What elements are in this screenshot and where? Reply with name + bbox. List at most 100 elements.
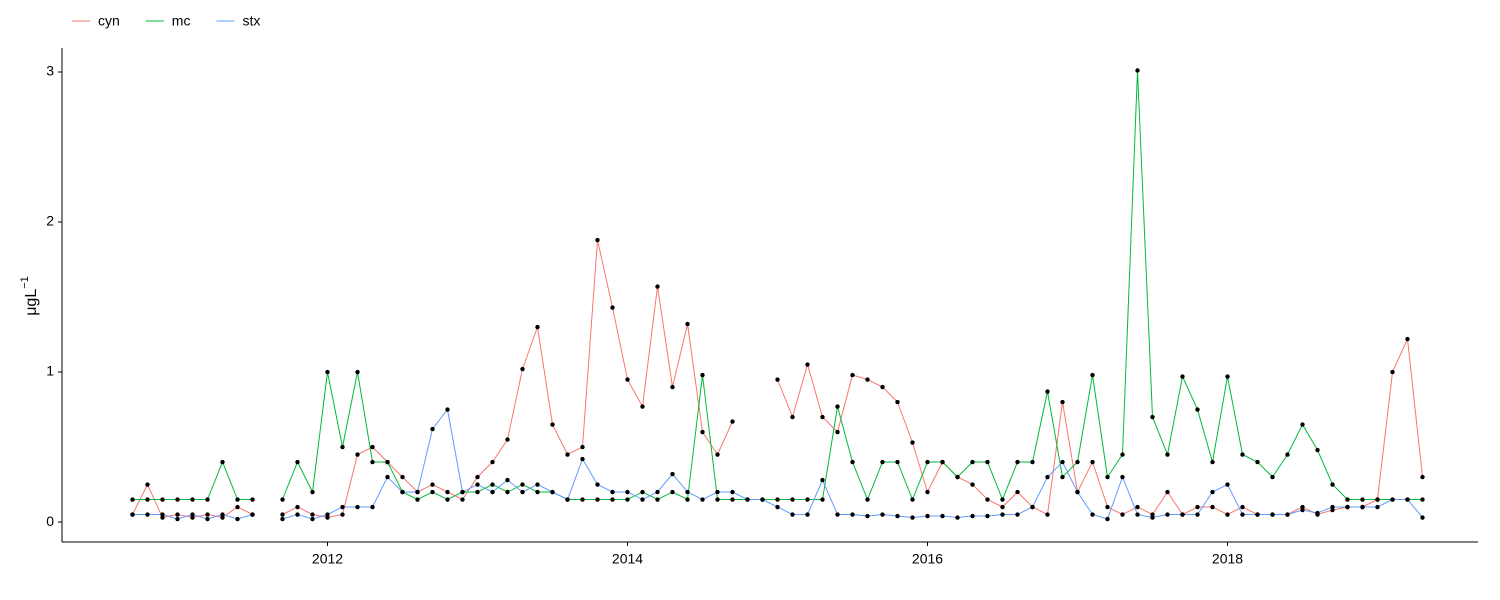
data-point xyxy=(1240,512,1245,517)
data-point xyxy=(1090,459,1095,465)
data-point xyxy=(1045,512,1050,517)
data-point xyxy=(1120,474,1125,480)
data-point xyxy=(355,452,360,457)
data-point xyxy=(745,497,750,502)
data-point xyxy=(430,426,435,432)
data-point xyxy=(160,512,165,517)
data-point xyxy=(895,513,900,519)
data-point xyxy=(700,372,705,378)
data-point xyxy=(715,497,720,502)
data-point xyxy=(175,516,180,522)
data-point xyxy=(235,497,240,502)
data-point xyxy=(700,497,705,502)
data-point xyxy=(445,489,450,495)
data-point xyxy=(790,497,795,502)
data-point xyxy=(595,237,600,243)
x-tick-label: 2016 xyxy=(912,551,943,567)
data-point xyxy=(580,497,585,502)
data-point xyxy=(640,404,645,409)
data-point xyxy=(1360,497,1365,502)
data-point xyxy=(805,362,810,367)
data-point xyxy=(340,512,345,517)
data-point xyxy=(910,440,915,445)
data-point xyxy=(1240,452,1245,457)
data-point xyxy=(775,504,780,510)
data-point xyxy=(520,366,525,372)
data-point xyxy=(685,489,690,495)
data-point xyxy=(730,419,735,424)
data-point xyxy=(1330,504,1335,510)
data-point xyxy=(1210,459,1215,465)
data-point xyxy=(340,444,345,450)
data-point xyxy=(730,489,735,495)
data-point xyxy=(1000,512,1005,517)
data-point xyxy=(475,474,480,480)
data-point xyxy=(1135,512,1140,517)
data-point xyxy=(925,489,930,495)
data-point xyxy=(205,512,210,517)
data-point xyxy=(925,513,930,519)
data-point xyxy=(1210,504,1215,510)
data-point xyxy=(295,459,300,465)
data-point xyxy=(1030,459,1035,465)
data-point xyxy=(1255,459,1260,465)
data-point xyxy=(1255,512,1260,517)
data-point xyxy=(715,452,720,457)
data-point xyxy=(1120,512,1125,517)
data-point xyxy=(595,497,600,502)
data-point xyxy=(610,305,615,310)
data-point xyxy=(145,482,150,487)
data-point xyxy=(940,459,945,465)
data-point xyxy=(1195,504,1200,510)
data-point xyxy=(820,497,825,502)
data-point xyxy=(1015,489,1020,495)
data-point xyxy=(1105,504,1110,510)
data-point xyxy=(1090,372,1095,378)
data-point xyxy=(955,474,960,480)
data-point xyxy=(895,459,900,465)
y-tick-label: 0 xyxy=(46,513,54,529)
data-point xyxy=(565,497,570,502)
data-point xyxy=(475,482,480,487)
data-point xyxy=(310,489,315,495)
data-point xyxy=(985,459,990,465)
data-point xyxy=(1390,497,1395,502)
data-point xyxy=(790,512,795,517)
data-point xyxy=(505,477,510,483)
data-point xyxy=(130,497,135,502)
data-point xyxy=(1315,447,1320,453)
data-point xyxy=(1360,504,1365,510)
data-point xyxy=(490,459,495,465)
data-point xyxy=(1090,512,1095,517)
data-point xyxy=(1030,504,1035,510)
data-point xyxy=(1135,68,1140,73)
data-point xyxy=(1225,374,1230,379)
data-point xyxy=(820,477,825,483)
data-point xyxy=(1270,474,1275,480)
data-point xyxy=(865,377,870,382)
data-point xyxy=(670,489,675,495)
data-point xyxy=(190,512,195,517)
data-point xyxy=(535,482,540,487)
data-point xyxy=(415,489,420,495)
data-point xyxy=(640,497,645,502)
data-point xyxy=(625,497,630,502)
data-point xyxy=(760,497,765,502)
data-point xyxy=(385,459,390,465)
series-line xyxy=(132,408,1423,520)
data-point xyxy=(835,512,840,517)
data-point xyxy=(1240,504,1245,510)
data-point xyxy=(655,497,660,502)
data-point xyxy=(820,414,825,420)
data-point xyxy=(1210,489,1215,495)
data-point xyxy=(970,459,975,465)
y-label-sup: −1 xyxy=(19,276,31,289)
data-point xyxy=(610,489,615,495)
data-point xyxy=(970,513,975,519)
data-point xyxy=(670,384,675,390)
data-point xyxy=(1180,512,1185,517)
data-point xyxy=(415,497,420,502)
data-point xyxy=(805,512,810,517)
data-point xyxy=(235,516,240,522)
data-point xyxy=(280,512,285,517)
